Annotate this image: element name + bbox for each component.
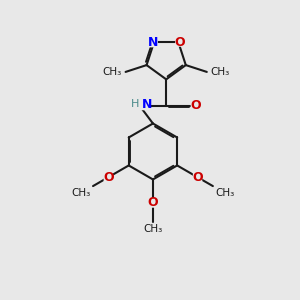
Text: CH₃: CH₃ — [215, 188, 235, 197]
Text: O: O — [175, 35, 185, 49]
Text: CH₃: CH₃ — [103, 67, 122, 77]
Text: O: O — [192, 171, 203, 184]
Text: N: N — [142, 98, 152, 111]
FancyBboxPatch shape — [148, 198, 158, 208]
Text: N: N — [147, 35, 158, 49]
FancyBboxPatch shape — [190, 101, 200, 111]
FancyBboxPatch shape — [103, 172, 113, 182]
FancyBboxPatch shape — [132, 98, 151, 110]
FancyBboxPatch shape — [175, 37, 184, 47]
FancyBboxPatch shape — [147, 37, 158, 47]
Text: H: H — [131, 99, 139, 110]
Text: CH₃: CH₃ — [143, 224, 163, 234]
FancyBboxPatch shape — [193, 172, 202, 182]
Text: O: O — [148, 196, 158, 209]
Text: CH₃: CH₃ — [210, 67, 230, 77]
Text: O: O — [103, 171, 114, 184]
Text: O: O — [190, 99, 201, 112]
Text: CH₃: CH₃ — [71, 188, 91, 197]
